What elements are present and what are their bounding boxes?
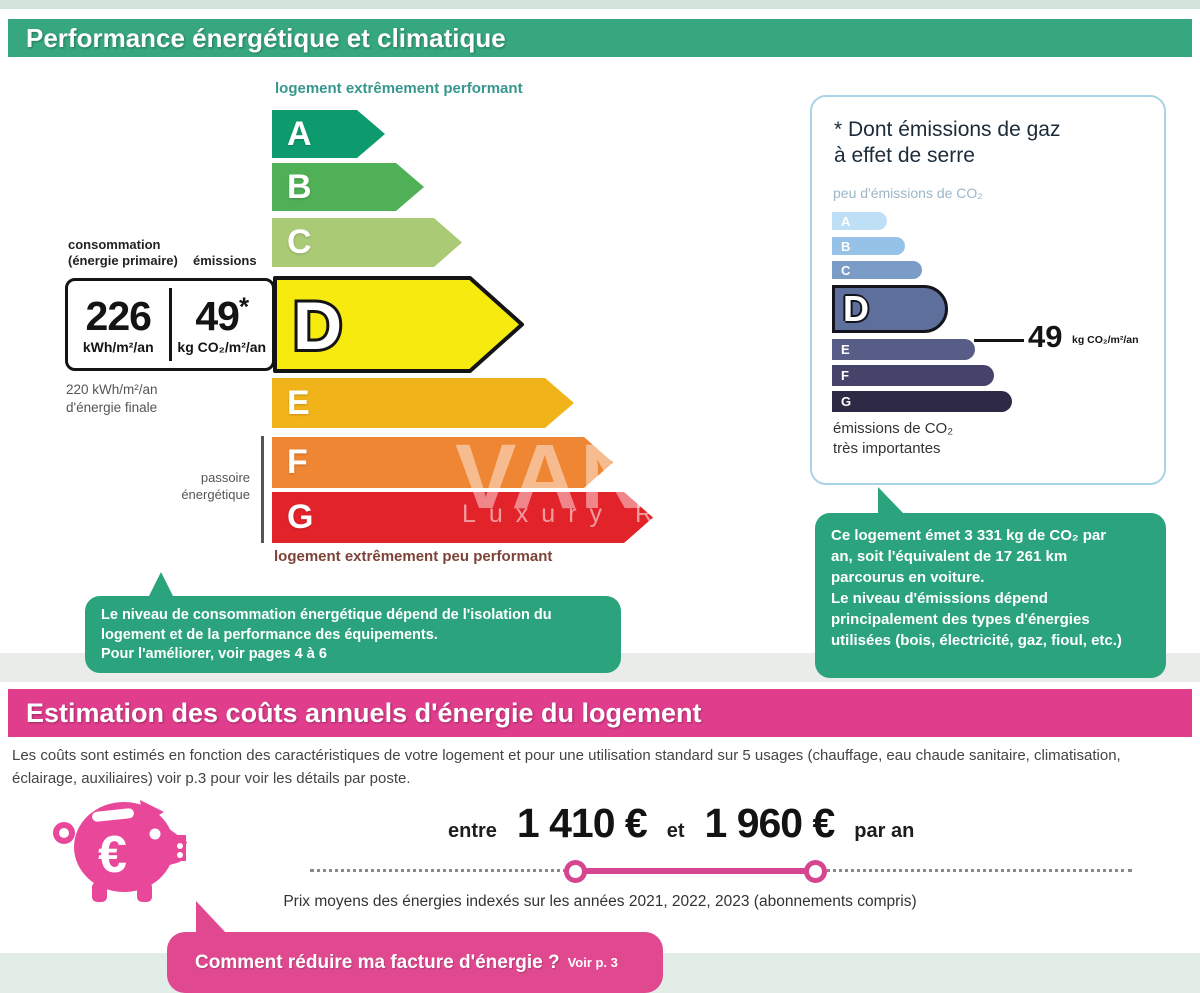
bill-callout-page-ref: Voir p. 3: [567, 955, 618, 970]
ges-bar-letter: E: [841, 342, 850, 357]
energy-arrow-C: C: [272, 218, 462, 267]
ges-bar-letter: F: [841, 368, 849, 383]
ges-callout-pointer: [878, 487, 904, 514]
cost-range-bar: [575, 868, 815, 874]
range-high-value: 1 960 €: [704, 800, 836, 846]
price-index-note: Prix moyens des énergies indexés sur les…: [283, 893, 917, 910]
energy-arrow-letter: A: [287, 114, 312, 153]
emissions-unit: kg CO₂/m²/an: [177, 338, 267, 355]
energy-sieve-bracket: [261, 436, 264, 543]
ges-bar-letter: C: [841, 262, 851, 278]
emissions-value: 49*: [195, 290, 249, 339]
top-background-strip: [0, 0, 1200, 9]
energy-section-title: Performance énergétique et climatique: [8, 19, 1192, 57]
energy-callout: Le niveau de consommation énergétique dé…: [85, 596, 621, 673]
ges-bar-G: G: [832, 391, 1012, 412]
ges-bar-E: E: [832, 339, 975, 360]
ges-bar-letter: D: [843, 288, 869, 329]
range-word-et: et: [666, 820, 685, 842]
range-low-value: 1 410 €: [516, 800, 648, 846]
scale-top-caption: logement extrêmement performant: [275, 80, 523, 97]
costs-section-title: Estimation des coûts annuels d'énergie d…: [8, 689, 1192, 737]
consumption-unit: kWh/m²/an: [82, 338, 154, 355]
ges-value-unit: kg CO₂/m²/an: [1072, 334, 1139, 346]
ges-value-pointer-line: [974, 339, 1024, 342]
bill-callout: Comment réduire ma facture d'énergie ? V…: [167, 932, 663, 993]
ges-bar-B: B: [832, 237, 905, 255]
energy-callout-pointer: [148, 572, 174, 598]
current-class-value-box: 226 kWh/m²/an 49* kg CO₂/m²/an: [65, 278, 275, 371]
consumption-column-label: consommation (énergie primaire): [68, 237, 178, 269]
cost-range-low-knob: [564, 860, 587, 883]
cost-range-high-knob: [804, 860, 827, 883]
energy-arrow-letter: E: [287, 383, 310, 422]
watermark-tagline: Luxury Real: [462, 500, 739, 528]
current-class-letter: D: [293, 288, 342, 364]
emissions-cell: 49* kg CO₂/m²/an: [172, 281, 273, 368]
energy-arrow-F: F: [272, 437, 613, 488]
energy-arrow-B: B: [272, 163, 424, 211]
annual-cost-range: entre 1 410 € et 1 960 € par an: [448, 800, 914, 847]
piggy-euro-glyph: €: [98, 826, 127, 884]
ges-bar-A: A: [832, 212, 887, 230]
energy-sieve-label: passoire énergétique: [181, 470, 250, 502]
range-word-paran: par an: [854, 820, 915, 842]
consumption-cell: 226 kWh/m²/an: [68, 281, 169, 368]
piggy-bank-icon: €: [53, 800, 187, 902]
ges-callout: Ce logement émet 3 331 kg de CO₂ par an,…: [815, 513, 1166, 678]
energy-arrow-G: G: [272, 492, 653, 543]
ges-bar-letter: G: [841, 394, 852, 409]
ges-panel: * Dont émissions de gaz à effet de serre…: [810, 95, 1166, 485]
energy-arrow-letter: B: [287, 167, 312, 206]
costs-description: Les coûts sont estimés en fonction des c…: [12, 747, 1121, 788]
ges-bar-C: C: [832, 261, 922, 279]
ges-bar-letter: B: [841, 238, 851, 254]
emissions-column-label: émissions: [193, 253, 257, 268]
energy-arrow-letter: F: [287, 443, 308, 481]
ges-bar-letter: A: [841, 213, 851, 229]
energy-arrow-E: E: [272, 378, 574, 428]
final-energy-note: 220 kWh/m²/an d'énergie finale: [66, 382, 158, 415]
current-class-arrow: D: [273, 276, 524, 373]
energy-arrow-letter: G: [287, 498, 314, 536]
range-word-entre: entre: [448, 820, 497, 842]
ges-panel-title: * Dont émissions de gaz à effet de serre: [834, 118, 1061, 168]
ges-high-emissions-label: émissions de CO₂ très importantes: [833, 420, 954, 458]
energy-arrow-letter: C: [287, 223, 312, 261]
ges-value: 49: [1028, 319, 1063, 354]
value-box-divider: [168, 288, 172, 361]
ges-low-emissions-label: peu d'émissions de CO₂: [833, 185, 983, 201]
bill-callout-pointer: [196, 901, 226, 933]
ges-bar-F: F: [832, 365, 994, 386]
energy-arrow-A: A: [272, 110, 385, 158]
watermark-brand: VANE: [455, 426, 712, 528]
ges-bar-D: D: [832, 285, 948, 333]
scale-bottom-caption: logement extrêmement peu performant: [274, 548, 553, 565]
consumption-value: 226: [85, 292, 152, 339]
bill-callout-question: Comment réduire ma facture d'énergie ?: [195, 951, 560, 973]
emissions-asterisk: *: [238, 290, 249, 321]
